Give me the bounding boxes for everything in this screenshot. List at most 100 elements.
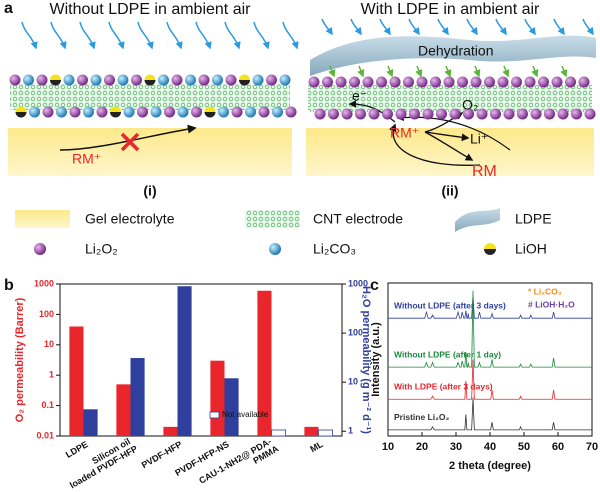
- legend-label: Gel electrolyte: [85, 211, 175, 227]
- cnt-electrode: [308, 85, 592, 112]
- sphere: [252, 74, 264, 86]
- x-tick-label: CAU-1-NH2@ PDA- PMMA: [197, 435, 280, 492]
- sphere: [368, 108, 380, 120]
- sphere: [191, 106, 202, 118]
- sphere: [335, 76, 347, 88]
- air-arrow: [282, 21, 299, 50]
- sphere: [524, 76, 536, 88]
- xrd-trace: [388, 290, 592, 368]
- sphere: [117, 74, 129, 86]
- air-arrow: [466, 18, 478, 36]
- sphere: [362, 76, 374, 88]
- legend-swatch: [455, 208, 500, 232]
- panel-label: a: [4, 0, 13, 17]
- sphere: [50, 74, 61, 86]
- legend-label: LiOH: [515, 241, 547, 257]
- sphere: [239, 74, 250, 86]
- legend-label: LDPE: [515, 211, 552, 227]
- sphere: [131, 74, 142, 86]
- air-arrow: [582, 18, 594, 36]
- sphere: [96, 106, 108, 118]
- sphere: [29, 106, 40, 118]
- x-axis-label: 2 theta (degree): [449, 460, 531, 472]
- sphere: [42, 106, 54, 118]
- water-arrow: [415, 65, 423, 78]
- sphere: [144, 74, 156, 86]
- sphere: [538, 76, 549, 88]
- water-arrow: [473, 65, 481, 78]
- bar: [210, 360, 225, 436]
- sphere: [457, 76, 468, 88]
- sphere: [123, 106, 135, 118]
- y-axis-label: O₂ permeability (Barrer): [14, 297, 26, 422]
- x-tick-label: Silicon oil loaded PVDF-HFP: [63, 435, 139, 490]
- sphere: [349, 76, 360, 88]
- air-arrow: [79, 21, 96, 50]
- sphere: [416, 76, 428, 88]
- sphere: [171, 74, 183, 86]
- annotation: O₂: [462, 97, 478, 113]
- y-tick-label: 1: [49, 370, 54, 380]
- sphere: [104, 74, 115, 86]
- sphere: [15, 106, 27, 118]
- sphere: [544, 108, 555, 120]
- air-arrow: [524, 18, 536, 36]
- water-arrow: [357, 65, 365, 78]
- bar: [257, 290, 272, 436]
- sphere: [23, 74, 34, 86]
- sphere: [177, 106, 189, 118]
- x-tick-label: LDPE: [64, 439, 90, 460]
- sphere: [503, 108, 515, 120]
- plot-frame: [59, 283, 343, 437]
- sphere: [341, 108, 353, 120]
- sphere: [69, 106, 81, 118]
- sphere: [83, 106, 94, 118]
- x-tick-label: 60: [552, 441, 564, 453]
- sphere: [56, 106, 67, 118]
- ldpe-film: [310, 35, 596, 76]
- bar: [69, 326, 84, 436]
- sphere: [490, 108, 501, 120]
- sphere: [266, 74, 277, 86]
- xrd-trace: [388, 397, 592, 431]
- air-arrow: [224, 21, 241, 50]
- sphere: [63, 74, 75, 86]
- sphere: [322, 76, 333, 88]
- air-arrow: [379, 18, 391, 36]
- y-tick-label: 100: [39, 309, 54, 319]
- sphere: [158, 74, 169, 86]
- sphere: [565, 76, 576, 88]
- water-arrow: [531, 65, 539, 78]
- y-tick-label: 0.1: [41, 400, 54, 410]
- series-label: Without LDPE (after 1 day): [394, 349, 501, 359]
- sub-label: (ii): [441, 183, 458, 199]
- series-label: Pristine Li₂O₂: [394, 412, 449, 422]
- sphere: [285, 106, 297, 118]
- arrow: [389, 123, 481, 166]
- sphere: [77, 74, 88, 86]
- legend-swatch: [34, 243, 46, 255]
- arrow: [396, 113, 511, 151]
- air-arrow: [137, 21, 154, 50]
- sphere: [314, 108, 326, 120]
- sphere: [90, 74, 102, 86]
- panel-label: b: [4, 277, 14, 294]
- arrow: [59, 124, 197, 151]
- sphere: [584, 108, 596, 120]
- air-arrow: [553, 18, 565, 36]
- bar: [304, 426, 319, 436]
- x-tick-label: 30: [450, 441, 462, 453]
- x-tick-label: PVDF-HFP: [140, 439, 184, 470]
- sphere: [355, 108, 366, 120]
- xrd-trace: [388, 359, 592, 400]
- sphere: [185, 74, 196, 86]
- bar: [116, 384, 131, 436]
- air-arrow: [495, 18, 507, 36]
- sphere: [36, 74, 48, 86]
- arrow: [424, 131, 470, 142]
- legend-label: Not available: [222, 410, 269, 419]
- air-arrow: [253, 21, 270, 50]
- bar: [163, 426, 178, 436]
- x-tick-label: 40: [484, 441, 496, 453]
